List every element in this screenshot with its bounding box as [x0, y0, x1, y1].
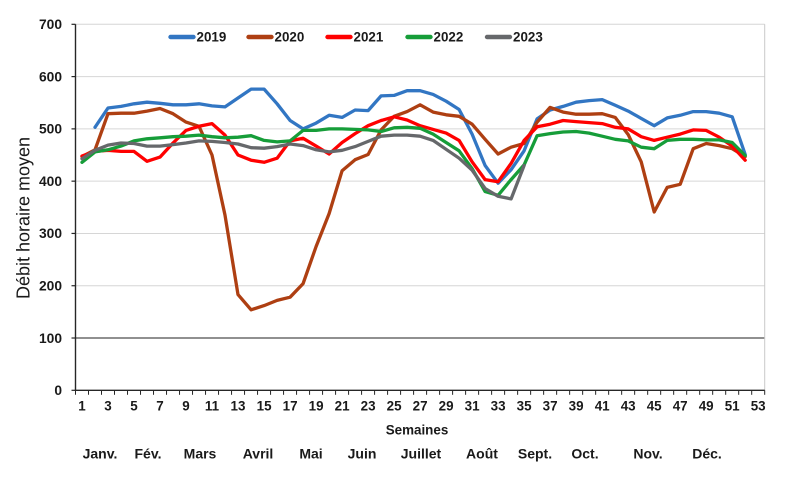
svg-text:33: 33	[491, 399, 506, 414]
svg-text:53: 53	[751, 399, 766, 414]
svg-text:11: 11	[205, 399, 220, 414]
svg-text:2021: 2021	[354, 30, 384, 45]
svg-text:Janv.: Janv.	[83, 446, 118, 462]
svg-text:15: 15	[257, 399, 272, 414]
svg-text:31: 31	[465, 399, 480, 414]
svg-text:2020: 2020	[275, 30, 305, 45]
svg-text:Août: Août	[466, 446, 498, 462]
svg-text:51: 51	[725, 399, 740, 414]
svg-text:19: 19	[309, 399, 324, 414]
svg-text:47: 47	[673, 399, 688, 414]
svg-text:Mars: Mars	[184, 446, 217, 462]
svg-text:43: 43	[621, 399, 636, 414]
svg-text:200: 200	[39, 279, 62, 294]
svg-text:2019: 2019	[197, 30, 227, 45]
svg-text:5: 5	[130, 399, 138, 414]
svg-text:Juin: Juin	[348, 446, 377, 462]
svg-text:45: 45	[647, 399, 662, 414]
svg-text:17: 17	[283, 399, 298, 414]
svg-text:600: 600	[39, 69, 62, 84]
svg-text:29: 29	[439, 399, 454, 414]
svg-text:41: 41	[595, 399, 610, 414]
svg-text:300: 300	[39, 226, 62, 241]
svg-text:Mai: Mai	[299, 446, 322, 462]
svg-text:400: 400	[39, 174, 62, 189]
svg-text:500: 500	[39, 122, 62, 137]
svg-text:Débit horaire moyen: Débit horaire moyen	[14, 137, 34, 299]
svg-text:3: 3	[104, 399, 111, 414]
svg-text:Fév.: Fév.	[135, 446, 162, 462]
svg-text:23: 23	[361, 399, 376, 414]
svg-text:21: 21	[335, 399, 350, 414]
svg-text:Semaines: Semaines	[386, 423, 449, 438]
svg-text:Avril: Avril	[243, 446, 274, 462]
svg-text:1: 1	[78, 399, 86, 414]
svg-text:25: 25	[387, 399, 402, 414]
svg-text:27: 27	[413, 399, 428, 414]
svg-text:100: 100	[39, 331, 62, 346]
svg-text:Oct.: Oct.	[571, 446, 598, 462]
svg-text:700: 700	[39, 17, 62, 32]
svg-text:Sept.: Sept.	[518, 446, 552, 462]
svg-text:2022: 2022	[434, 30, 464, 45]
svg-text:Nov.: Nov.	[633, 446, 662, 462]
svg-text:0: 0	[54, 383, 62, 398]
svg-text:9: 9	[182, 399, 189, 414]
svg-text:49: 49	[699, 399, 714, 414]
svg-text:Juillet: Juillet	[401, 446, 442, 462]
svg-text:2023: 2023	[513, 30, 543, 45]
svg-text:7: 7	[156, 399, 163, 414]
svg-text:13: 13	[231, 399, 246, 414]
svg-text:39: 39	[569, 399, 584, 414]
svg-text:37: 37	[543, 399, 558, 414]
svg-text:Déc.: Déc.	[692, 446, 722, 462]
svg-text:35: 35	[517, 399, 532, 414]
